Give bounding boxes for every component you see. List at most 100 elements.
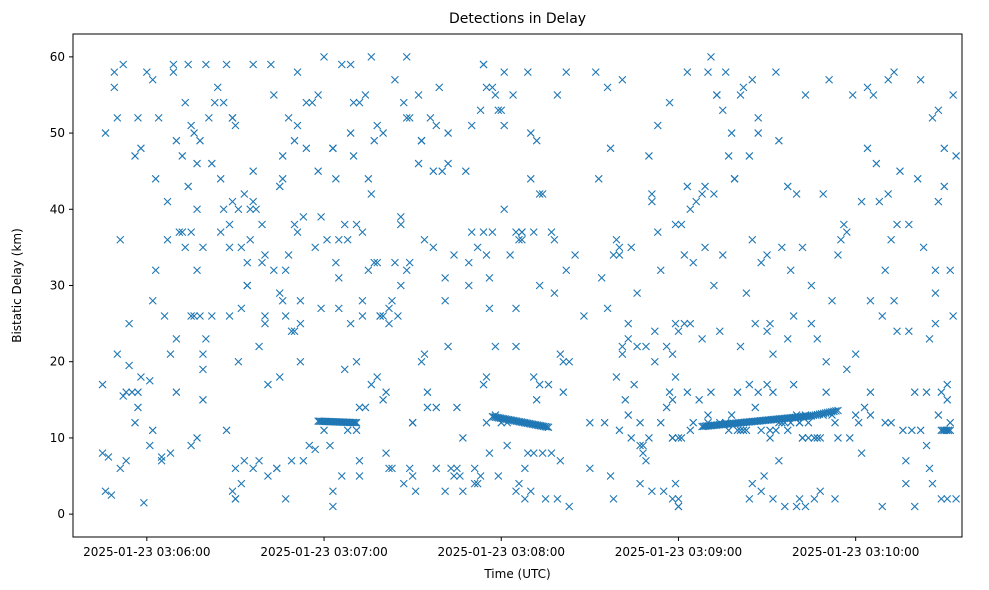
- data-point: [346, 319, 355, 328]
- data-point: [396, 213, 405, 221]
- data-point: [816, 434, 825, 442]
- data-point: [922, 441, 931, 450]
- data-point: [178, 228, 187, 237]
- data-point: [134, 113, 142, 122]
- data-point: [600, 418, 609, 427]
- data-point: [456, 472, 464, 480]
- x-axis: 2025-01-23 03:06:00 2025-01-23 03:07:00 20…: [83, 537, 919, 559]
- data-point: [196, 312, 204, 320]
- data-point: [650, 357, 659, 366]
- data-point: [792, 502, 801, 511]
- data-point: [349, 418, 358, 427]
- data-point: [352, 357, 361, 366]
- data-point: [535, 281, 544, 290]
- data-point: [636, 441, 644, 450]
- data-point: [760, 472, 769, 480]
- data-point: [196, 136, 204, 145]
- data-point: [701, 243, 709, 252]
- data-point: [594, 174, 603, 183]
- data-point: [766, 434, 774, 442]
- data-point: [296, 296, 305, 305]
- data-point: [866, 411, 875, 419]
- data-point: [101, 487, 110, 496]
- data-point: [399, 479, 408, 488]
- chart-title: Detections in Delay: [449, 11, 586, 27]
- data-point: [485, 449, 494, 458]
- data-point: [249, 464, 258, 473]
- data-point: [931, 319, 940, 328]
- data-point: [131, 152, 139, 160]
- data-point: [653, 228, 662, 237]
- data-point: [453, 464, 461, 473]
- data-point: [757, 487, 766, 496]
- data-point: [863, 144, 872, 153]
- data-point: [441, 296, 450, 305]
- data-point: [627, 434, 636, 442]
- data-point: [193, 159, 201, 168]
- data-point: [482, 373, 491, 381]
- data-point: [269, 91, 278, 99]
- data-point: [937, 495, 946, 503]
- data-point: [497, 106, 506, 115]
- data-point: [647, 190, 656, 198]
- data-point: [733, 388, 742, 397]
- data-point: [831, 418, 839, 427]
- data-point: [848, 91, 857, 99]
- data-point: [683, 68, 692, 76]
- data-point: [296, 319, 305, 328]
- data-point: [458, 487, 467, 496]
- data-point: [834, 434, 842, 442]
- data-point: [845, 434, 854, 442]
- x-axis-label: Time (UTC): [483, 567, 550, 581]
- data-point: [704, 411, 712, 419]
- x-tick-label: 2025-01-23 03:08:00: [438, 545, 565, 559]
- data-point: [893, 327, 901, 336]
- y-tick-label: 40: [50, 202, 65, 216]
- data-point: [789, 312, 798, 320]
- data-point: [901, 479, 910, 488]
- data-point: [763, 380, 771, 389]
- data-point: [881, 266, 890, 275]
- data-point: [677, 434, 686, 442]
- data-point: [656, 418, 665, 427]
- data-point: [382, 449, 390, 458]
- x-tick-label: 2025-01-23 03:06:00: [83, 545, 210, 559]
- data-point: [349, 98, 358, 107]
- data-point: [258, 220, 266, 229]
- data-point: [899, 426, 907, 435]
- data-point: [642, 342, 650, 351]
- data-point: [597, 273, 606, 282]
- data-point: [928, 479, 937, 488]
- data-point: [819, 190, 828, 198]
- data-point: [213, 83, 222, 92]
- data-point: [674, 327, 683, 336]
- data-point: [943, 395, 952, 404]
- data-point: [949, 312, 958, 320]
- data-point: [671, 479, 680, 488]
- data-point: [834, 406, 842, 415]
- data-point: [376, 312, 385, 320]
- data-point: [373, 258, 382, 267]
- data-point: [692, 197, 701, 206]
- data-point: [391, 75, 399, 84]
- data-point: [329, 144, 337, 153]
- data-point: [290, 136, 299, 145]
- data-point: [145, 376, 154, 385]
- y-axis: 0 10 20 30 40 50 60: [50, 50, 73, 521]
- data-point: [405, 258, 414, 267]
- data-point: [450, 472, 458, 480]
- data-point: [769, 350, 777, 358]
- data-point: [148, 75, 157, 84]
- data-point: [547, 228, 556, 237]
- y-axis-label: Bistatic Delay (km): [10, 228, 24, 343]
- y-tick-label: 10: [50, 431, 65, 445]
- data-point: [193, 434, 201, 442]
- data-point: [763, 251, 771, 259]
- data-point: [580, 312, 588, 320]
- data-point: [627, 243, 636, 252]
- data-point: [367, 52, 376, 61]
- data-point: [464, 281, 473, 290]
- data-point: [710, 190, 718, 198]
